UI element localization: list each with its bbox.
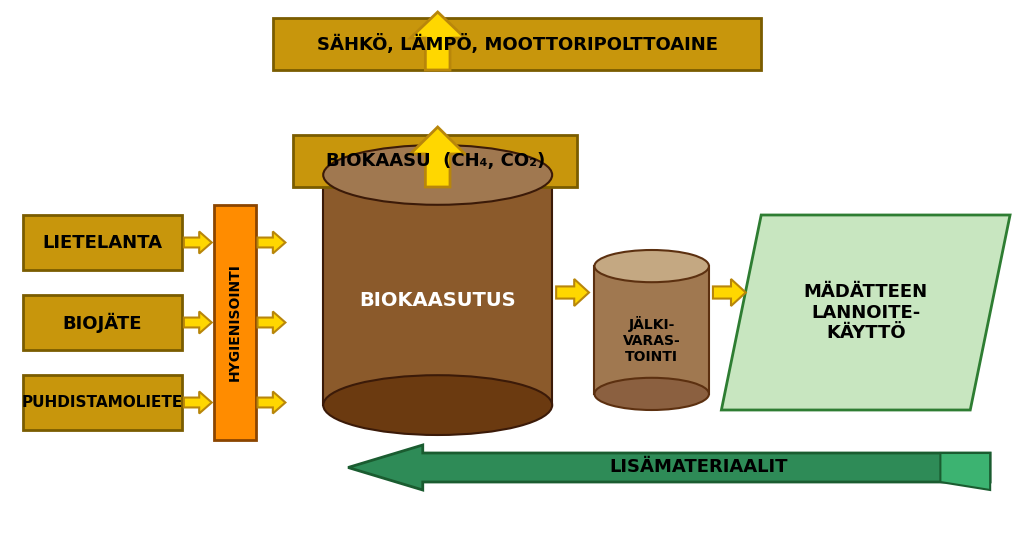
Polygon shape	[257, 231, 286, 253]
Polygon shape	[257, 311, 286, 333]
Polygon shape	[257, 391, 286, 413]
Polygon shape	[556, 279, 589, 306]
Text: BIOKAASU  (CH₄, CO₂): BIOKAASU (CH₄, CO₂)	[326, 152, 545, 170]
FancyBboxPatch shape	[23, 295, 182, 350]
Text: LIETELANTA: LIETELANTA	[42, 233, 162, 252]
Text: SÄHKÖ, LÄMPÖ, MOOTTORIPOLTTOAINE: SÄHKÖ, LÄMPÖ, MOOTTORIPOLTTOAINE	[316, 34, 718, 54]
Polygon shape	[348, 445, 990, 490]
Ellipse shape	[595, 378, 709, 410]
Polygon shape	[184, 391, 212, 413]
Text: HYGIENISOINTI: HYGIENISOINTI	[227, 263, 242, 381]
Text: LISÄMATERIAALIT: LISÄMATERIAALIT	[609, 459, 788, 476]
FancyBboxPatch shape	[214, 205, 256, 440]
Text: BIOKAASUTUS: BIOKAASUTUS	[359, 290, 516, 310]
Polygon shape	[713, 279, 745, 306]
Text: JÄLKI-
VARAS-
TOINTI: JÄLKI- VARAS- TOINTI	[623, 316, 681, 364]
FancyBboxPatch shape	[23, 375, 182, 430]
FancyBboxPatch shape	[23, 215, 182, 270]
Polygon shape	[184, 231, 212, 253]
Text: PUHDISTAMOLIETE: PUHDISTAMOLIETE	[22, 395, 183, 410]
Polygon shape	[721, 215, 1010, 410]
Polygon shape	[324, 175, 552, 405]
Polygon shape	[940, 453, 990, 490]
Text: MÄDÄTTEEN
LANNOITE-
KÄYTTÖ: MÄDÄTTEEN LANNOITE- KÄYTTÖ	[804, 283, 928, 342]
Polygon shape	[411, 12, 465, 70]
Ellipse shape	[595, 250, 709, 282]
Ellipse shape	[324, 145, 552, 205]
Text: BIOJÄTE: BIOJÄTE	[62, 312, 142, 333]
FancyBboxPatch shape	[273, 18, 761, 70]
Polygon shape	[184, 311, 212, 333]
Ellipse shape	[324, 375, 552, 435]
Polygon shape	[595, 266, 709, 394]
FancyBboxPatch shape	[293, 135, 578, 187]
Polygon shape	[411, 127, 465, 187]
